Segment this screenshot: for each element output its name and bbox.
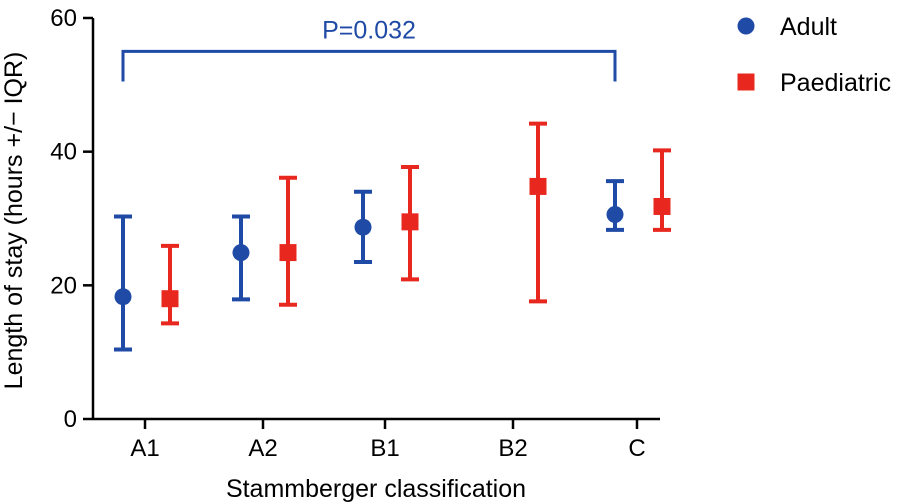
legend-label-paediatric: Paediatric — [780, 69, 891, 97]
x-tick-label: A2 — [248, 435, 277, 462]
significance-bracket — [121, 49, 617, 82]
data-point-A1 — [114, 288, 132, 306]
legend-marker-adult — [737, 17, 755, 35]
data-point-C — [653, 197, 671, 215]
data-point-A2 — [232, 244, 250, 262]
chart-axes — [83, 16, 660, 429]
x-tick-label: B1 — [370, 435, 399, 462]
x-tick-label: A1 — [130, 435, 159, 462]
p-value-label: P=0.032 — [322, 16, 416, 44]
y-tick-label: 40 — [50, 139, 77, 166]
data-point-B2 — [529, 177, 547, 195]
chart-marks — [114, 49, 671, 352]
chart-labels: 0 20 40 60 A1 A2 B1 B2 C Stammberger classificati… — [0, 5, 891, 503]
y-axis-title: Length of stay (hours +/− IQR) — [0, 52, 28, 390]
legend-label-adult: Adult — [780, 13, 837, 41]
data-point-A1 — [161, 290, 179, 308]
data-point-B1 — [401, 213, 419, 231]
series-paediatric — [161, 121, 671, 326]
legend-marker-paediatric — [737, 73, 755, 91]
y-tick-label: 0 — [64, 406, 77, 433]
y-tick-label: 60 — [50, 5, 77, 32]
data-point-B1 — [354, 218, 372, 236]
legend: Adult Paediatric — [737, 13, 891, 97]
data-point-A2 — [279, 244, 297, 262]
x-axis-title: Stammberger classification — [226, 475, 526, 503]
x-tick-label: B2 — [498, 435, 527, 462]
x-tick-label: C — [628, 435, 645, 462]
y-tick-label: 20 — [50, 272, 77, 299]
series-adult — [114, 179, 624, 352]
data-point-C — [606, 205, 624, 223]
